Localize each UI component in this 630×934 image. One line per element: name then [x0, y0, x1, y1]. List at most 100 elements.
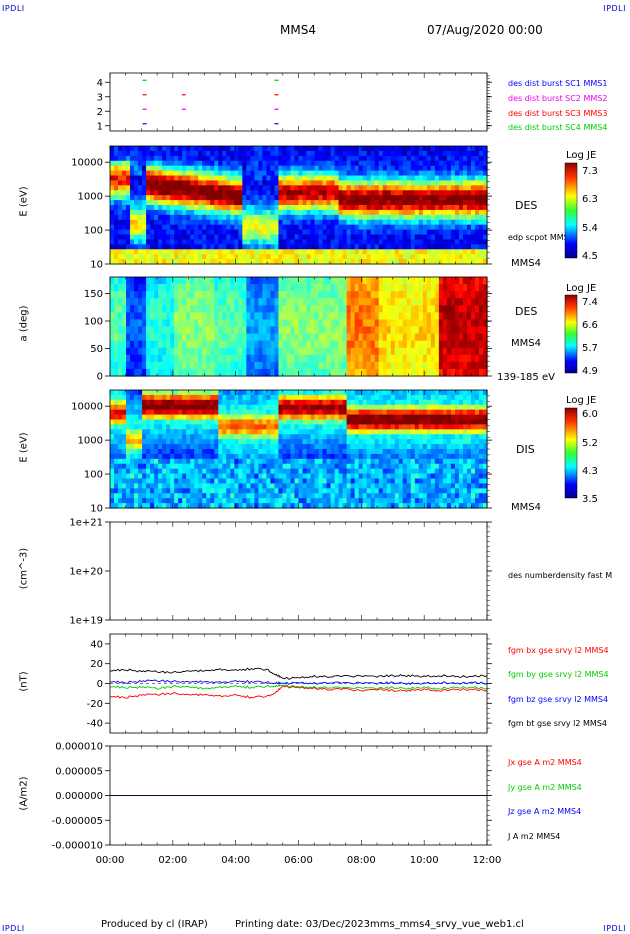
heat-cell [454, 229, 460, 236]
heat-cell [178, 463, 183, 470]
heat-cell [270, 195, 276, 201]
heat-cell [262, 170, 268, 177]
heat-cell [282, 453, 288, 460]
heat-cell [326, 239, 332, 245]
heat-cell [318, 160, 324, 167]
heat-cell [166, 488, 171, 494]
heat-cell [254, 155, 259, 162]
heat-cell [394, 200, 400, 206]
heat-cell [262, 205, 268, 211]
heat-cell [130, 239, 135, 245]
heat-cell [438, 209, 444, 216]
heat-cell [462, 224, 468, 231]
heat-cell [454, 150, 460, 157]
heat-cell [314, 326, 320, 335]
heat-cell [470, 254, 476, 260]
heat-cell [382, 146, 388, 152]
heat-cell [310, 205, 316, 211]
heat-cell [402, 229, 408, 236]
heat-cell [326, 224, 332, 231]
heat-cell [330, 347, 336, 356]
heat-cell [126, 439, 131, 445]
heat-cell [190, 254, 195, 260]
heat-cell [466, 361, 472, 370]
heat-cell [146, 473, 151, 480]
heat-cell [254, 249, 259, 255]
heat-cell [390, 305, 396, 313]
heat-cell [458, 185, 464, 191]
heat-cell [294, 150, 300, 157]
heat-cell [190, 488, 195, 494]
heat-cell [154, 404, 159, 411]
heat-cell [302, 160, 308, 167]
heat-cell [310, 354, 316, 363]
heat-cell [126, 234, 131, 241]
heat-cell [230, 146, 235, 152]
heat-cell [126, 185, 131, 191]
heat-cell [138, 326, 143, 335]
heat-cell [454, 254, 460, 260]
heat-cell [202, 449, 207, 455]
heat-cell [142, 483, 147, 489]
heat-cell [394, 219, 400, 226]
heat-cell [174, 434, 179, 440]
heat-cell [378, 354, 384, 363]
heat-cell [158, 185, 163, 191]
heat-cell [130, 312, 135, 321]
heat-cell [266, 229, 272, 236]
heat-cell [470, 180, 476, 186]
heat-cell [446, 340, 452, 349]
heat-cell [342, 239, 348, 245]
heat-cell [262, 291, 268, 299]
heat-cell [174, 305, 179, 313]
heat-cell [338, 390, 344, 396]
heat-cell [422, 160, 428, 167]
heat-cell [222, 390, 227, 396]
heat-cell [166, 284, 171, 292]
heat-cell [226, 347, 231, 356]
heat-cell [262, 165, 268, 172]
heat-cell [294, 277, 300, 285]
heat-cell [170, 214, 175, 221]
heat-cell [302, 244, 308, 250]
heat-cell [354, 146, 360, 152]
heat-cell [198, 249, 203, 255]
footer-printing-date: Printing date: 03/Dec/2023 [235, 919, 371, 930]
heat-cell [302, 319, 308, 328]
heat-cell [150, 224, 155, 231]
heat-cell [330, 453, 336, 460]
heat-cell [266, 409, 272, 416]
heat-cell [138, 493, 143, 499]
heat-cell [130, 185, 135, 191]
heat-cell [130, 277, 135, 285]
heat-cell [134, 284, 139, 292]
heat-cell [142, 488, 147, 494]
heat-cell [466, 146, 472, 152]
heat-cell [242, 305, 247, 313]
heat-cell [378, 234, 384, 241]
heat-cell [242, 229, 247, 236]
heat-cell [206, 333, 211, 342]
heat-cell [178, 399, 183, 406]
heat-cell [270, 429, 276, 435]
heat-cell [346, 249, 352, 255]
heat-cell [134, 444, 139, 450]
heat-cell [198, 229, 203, 236]
heat-cell [134, 419, 139, 426]
colorbar3-tick-3: 4.3 [582, 466, 598, 477]
heat-cell [214, 361, 219, 370]
heat-cell [386, 319, 392, 328]
heat-cell [150, 170, 155, 177]
heat-cell [210, 312, 215, 321]
heat-cell [138, 399, 143, 406]
heat-cell [378, 224, 384, 231]
heat-cell [418, 368, 424, 377]
heat-cell [118, 200, 123, 206]
heat-cell [414, 291, 420, 299]
heat-cell [298, 478, 304, 485]
heat-cell [214, 429, 219, 435]
heat-cell [206, 165, 211, 172]
heat-cell [238, 333, 243, 342]
heat-cell [318, 284, 324, 292]
heat-cell [182, 453, 187, 460]
